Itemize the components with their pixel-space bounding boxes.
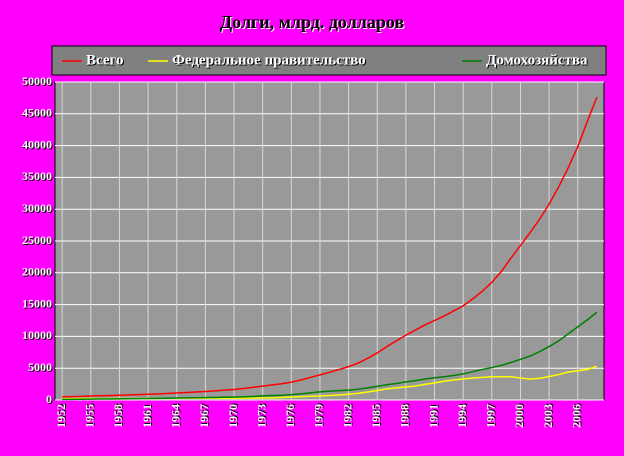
x-tick-label: 2000 <box>512 404 526 428</box>
x-tick-label: 2003 <box>541 404 555 428</box>
y-tick-label: 50000 <box>22 74 52 88</box>
x-tick-label: 1985 <box>369 404 383 428</box>
y-tick-label: 10000 <box>22 328 52 342</box>
x-tick-label: 1958 <box>111 404 125 428</box>
legend-box <box>51 45 607 76</box>
y-tick-label: 45000 <box>22 106 52 120</box>
legend-label: Всего <box>86 52 123 68</box>
x-tick-label: 1973 <box>254 404 268 428</box>
y-tick-label: 20000 <box>22 265 52 279</box>
x-tick-label: 2006 <box>569 404 583 428</box>
x-tick-label: 1952 <box>54 404 68 428</box>
x-tick-label: 1994 <box>455 404 469 428</box>
legend-label: Федеральное правительство <box>172 52 366 68</box>
x-tick-label: 1970 <box>226 404 240 428</box>
x-tick-label: 1982 <box>340 404 354 428</box>
x-tick-label: 1979 <box>312 404 326 428</box>
y-tick-label: 0 <box>46 392 52 406</box>
x-tick-label: 1991 <box>426 404 440 428</box>
y-tick-label: 25000 <box>22 233 52 247</box>
y-tick-label: 40000 <box>22 137 52 151</box>
series-line <box>62 96 598 398</box>
y-tick-label: 35000 <box>22 169 52 183</box>
legend-label: Домохозяйства <box>486 52 588 68</box>
x-tick-label: 1988 <box>398 404 412 428</box>
x-tick-label: 1961 <box>140 404 154 428</box>
chart-title: Долги, млрд. долларов <box>220 12 405 32</box>
y-tick-label: 30000 <box>22 201 52 215</box>
x-tick-label: 1997 <box>484 404 498 428</box>
x-tick-label: 1976 <box>283 404 297 428</box>
y-tick-label: 15000 <box>22 296 52 310</box>
x-tick-label: 1955 <box>83 404 97 428</box>
x-tick-label: 1964 <box>168 404 182 428</box>
y-tick-label: 5000 <box>28 360 52 374</box>
x-tick-label: 1967 <box>197 404 211 428</box>
series-line <box>62 311 598 401</box>
